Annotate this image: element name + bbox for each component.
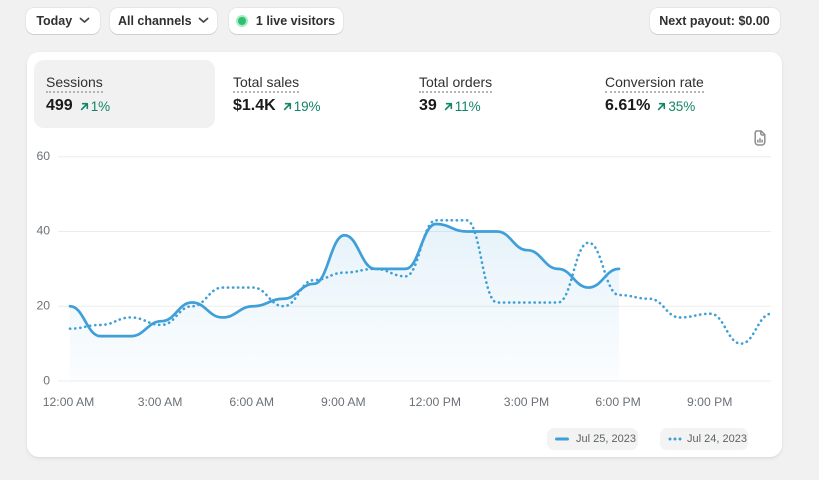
svg-text:12:00 PM: 12:00 PM: [409, 395, 461, 409]
svg-text:12:00 AM: 12:00 AM: [43, 395, 95, 409]
svg-text:0: 0: [43, 373, 50, 387]
svg-text:9:00 AM: 9:00 AM: [321, 395, 366, 409]
svg-text:6:00 AM: 6:00 AM: [229, 395, 274, 409]
svg-text:3:00 AM: 3:00 AM: [138, 395, 183, 409]
svg-text:40: 40: [36, 224, 50, 238]
svg-text:6:00 PM: 6:00 PM: [595, 395, 640, 409]
svg-text:9:00 PM: 9:00 PM: [687, 395, 732, 409]
svg-text:60: 60: [36, 149, 50, 163]
svg-text:20: 20: [36, 299, 50, 313]
svg-text:3:00 PM: 3:00 PM: [504, 395, 549, 409]
